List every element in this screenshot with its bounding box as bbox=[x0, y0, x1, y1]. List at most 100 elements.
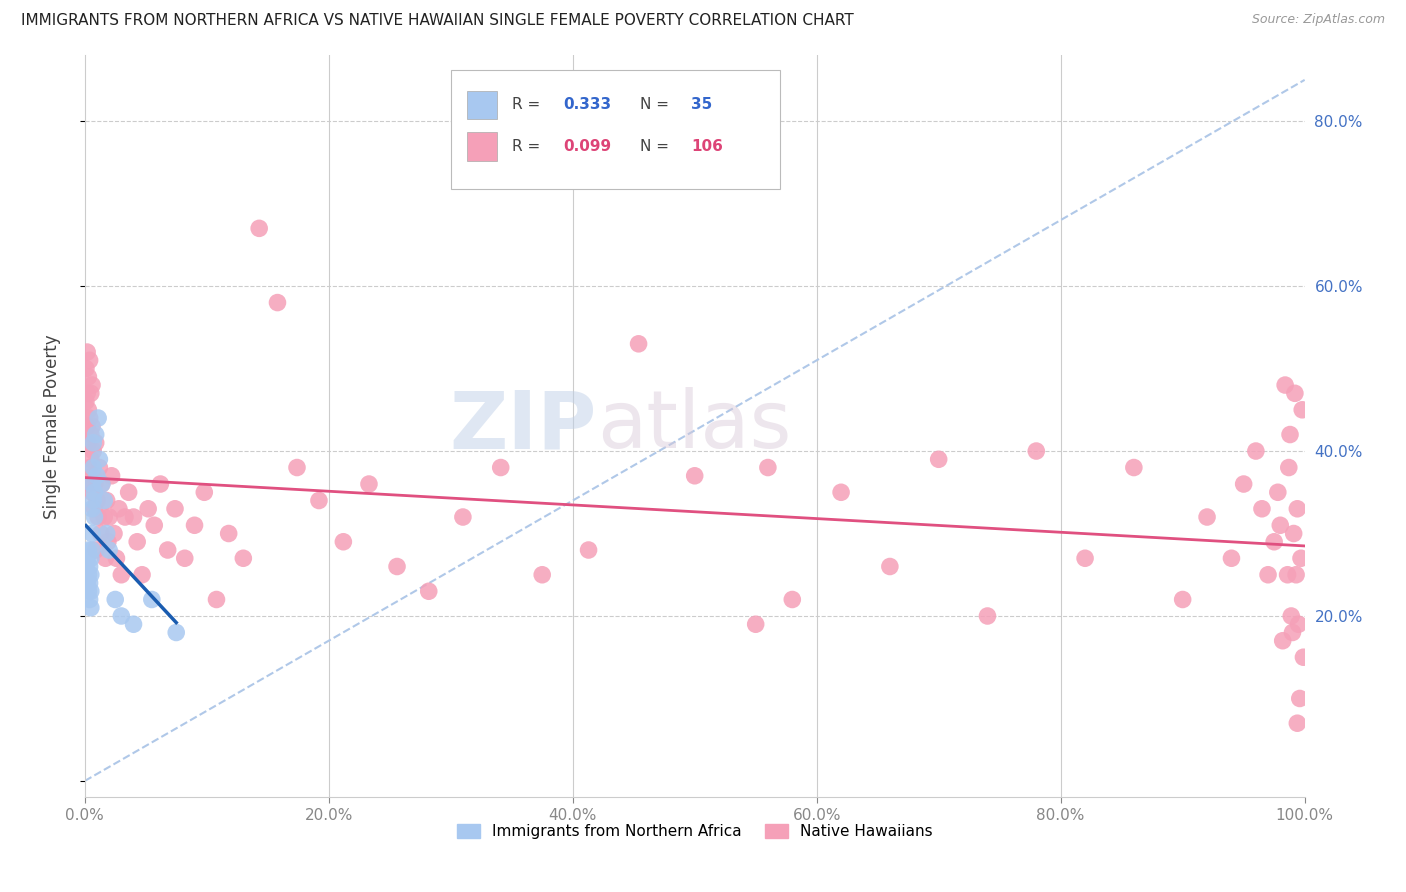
Point bbox=[122, 510, 145, 524]
Point bbox=[90, 526, 112, 541]
Point bbox=[80, 452, 103, 467]
Point bbox=[830, 485, 852, 500]
Point bbox=[87, 411, 110, 425]
Point bbox=[100, 468, 122, 483]
Point bbox=[1286, 716, 1309, 731]
Text: Source: ZipAtlas.com: Source: ZipAtlas.com bbox=[1251, 13, 1385, 27]
Point bbox=[75, 559, 97, 574]
Point bbox=[1286, 501, 1309, 516]
Point bbox=[193, 485, 215, 500]
Bar bbox=[467, 91, 498, 119]
Point bbox=[103, 526, 125, 541]
Point bbox=[163, 501, 186, 516]
Point bbox=[84, 435, 107, 450]
Point bbox=[1288, 691, 1310, 706]
Point bbox=[82, 468, 104, 483]
Point bbox=[110, 609, 132, 624]
Point bbox=[285, 460, 308, 475]
Point bbox=[93, 493, 115, 508]
Point bbox=[531, 567, 554, 582]
Point bbox=[97, 534, 120, 549]
Point bbox=[86, 468, 108, 483]
Text: IMMIGRANTS FROM NORTHERN AFRICA VS NATIVE HAWAIIAN SINGLE FEMALE POVERTY CORRELA: IMMIGRANTS FROM NORTHERN AFRICA VS NATIV… bbox=[21, 13, 853, 29]
Point bbox=[1197, 510, 1219, 524]
Point bbox=[1277, 567, 1299, 582]
Point bbox=[76, 551, 98, 566]
Point bbox=[80, 551, 103, 566]
Point bbox=[173, 551, 195, 566]
Point bbox=[1271, 633, 1294, 648]
Point bbox=[627, 336, 650, 351]
Point bbox=[79, 460, 101, 475]
Point bbox=[84, 543, 107, 558]
Point bbox=[76, 419, 98, 434]
Point bbox=[75, 361, 97, 376]
Point bbox=[756, 460, 779, 475]
Text: 106: 106 bbox=[690, 139, 723, 154]
Point bbox=[82, 493, 104, 508]
Point bbox=[98, 510, 121, 524]
Point bbox=[451, 510, 474, 524]
Point bbox=[76, 576, 98, 591]
Point bbox=[105, 551, 128, 566]
Point bbox=[79, 559, 101, 574]
Point bbox=[332, 534, 354, 549]
Point bbox=[1281, 625, 1303, 640]
Point bbox=[205, 592, 228, 607]
Point bbox=[84, 427, 107, 442]
Point bbox=[1122, 460, 1144, 475]
Point bbox=[96, 493, 118, 508]
Point bbox=[143, 518, 166, 533]
Point bbox=[80, 427, 103, 442]
Y-axis label: Single Female Poverty: Single Female Poverty bbox=[44, 334, 60, 518]
Point bbox=[232, 551, 254, 566]
Point bbox=[1284, 386, 1306, 401]
Point bbox=[75, 394, 97, 409]
Point bbox=[1282, 526, 1305, 541]
Point bbox=[578, 543, 600, 558]
Point bbox=[976, 609, 998, 624]
Point bbox=[1288, 617, 1310, 632]
Point bbox=[1171, 592, 1194, 607]
Point bbox=[418, 584, 440, 599]
Point bbox=[1291, 402, 1313, 417]
Text: 0.333: 0.333 bbox=[562, 97, 612, 112]
Point bbox=[80, 419, 103, 434]
Point bbox=[104, 592, 127, 607]
Point bbox=[928, 452, 950, 467]
Point bbox=[308, 493, 330, 508]
Text: atlas: atlas bbox=[598, 387, 792, 466]
Legend: Immigrants from Northern Africa, Native Hawaiians: Immigrants from Northern Africa, Native … bbox=[451, 818, 939, 846]
Point bbox=[117, 485, 139, 500]
Point bbox=[98, 543, 121, 558]
Point bbox=[76, 386, 98, 401]
Point bbox=[782, 592, 804, 607]
Point bbox=[1292, 650, 1315, 665]
Point bbox=[131, 567, 153, 582]
Point bbox=[1279, 427, 1302, 442]
Point bbox=[90, 477, 112, 491]
Text: ZIP: ZIP bbox=[450, 387, 598, 466]
Point bbox=[385, 559, 408, 574]
Point bbox=[82, 435, 104, 450]
Point bbox=[1263, 534, 1285, 549]
Point bbox=[1278, 460, 1301, 475]
Point bbox=[1289, 551, 1312, 566]
Point bbox=[266, 295, 288, 310]
Point bbox=[1233, 477, 1256, 491]
Point bbox=[357, 477, 380, 491]
Point bbox=[89, 452, 111, 467]
Point bbox=[89, 460, 111, 475]
Point bbox=[744, 617, 766, 632]
Point bbox=[83, 477, 105, 491]
Point bbox=[489, 460, 512, 475]
Point bbox=[83, 485, 105, 500]
Point bbox=[80, 477, 103, 491]
Point bbox=[77, 435, 100, 450]
Point bbox=[141, 592, 163, 607]
Point bbox=[108, 501, 131, 516]
Point bbox=[1244, 444, 1267, 458]
Bar bbox=[467, 132, 498, 161]
Point bbox=[77, 369, 100, 384]
Point bbox=[80, 386, 103, 401]
